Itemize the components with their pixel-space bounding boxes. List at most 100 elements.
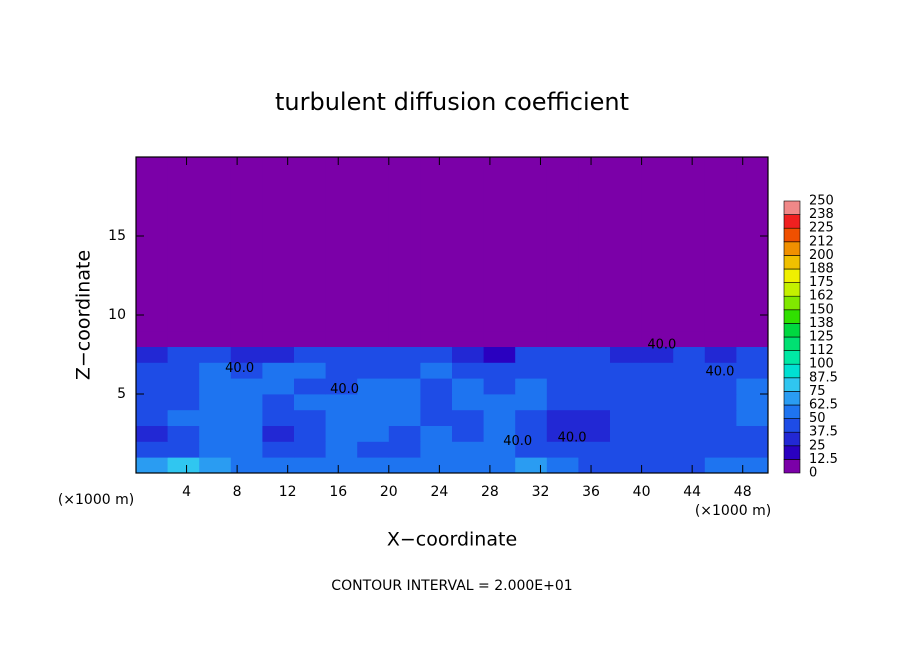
field-cell [452,157,484,332]
colorbar-label: 225 [809,221,834,236]
colorbar-swatch [783,200,801,215]
field-cell [452,378,484,395]
field-cell [452,409,484,426]
field-cell [199,157,232,332]
field-cell [704,346,737,363]
field-cell [736,346,769,363]
field-cell [199,394,232,411]
field-cell [199,425,232,442]
field-cell [515,441,548,458]
colorbar-label: 250 [809,194,834,209]
field-cell [452,457,484,474]
field-cell [610,425,642,442]
field-cell [325,425,358,442]
contour-label: 40.0 [705,364,734,379]
field-cell [483,157,516,332]
field-cell [357,425,390,442]
field-cell [578,362,611,379]
colorbar-label: 150 [809,302,834,317]
x-tick-label: 12 [279,484,297,500]
field-cell [704,157,737,332]
field-cell [673,378,706,395]
field-cell [578,394,611,411]
field-cell [641,378,674,395]
field-cell [199,362,232,379]
field-cell [546,157,579,332]
field-cell [167,394,200,411]
field-cell [578,157,611,332]
field-cell [199,346,232,363]
field-cell [388,394,421,411]
field-cell [388,425,421,442]
field-cell [578,441,611,458]
colorbar-swatch [783,309,801,324]
field-cell [230,441,263,458]
colorbar-label: 125 [809,330,834,345]
field-cell [357,330,390,347]
colorbar-label: 25 [809,438,826,453]
field-cell [262,378,295,395]
field-cell [294,330,326,347]
field-cell [546,330,579,347]
field-cell [420,378,453,395]
colorbar-swatch [783,282,801,297]
field-cell [420,425,453,442]
colorbar-label: 75 [809,384,826,399]
field-cell [515,330,548,347]
field-cell [736,362,769,379]
field-cell [388,362,421,379]
field-cell [515,362,548,379]
field-cell [704,425,737,442]
field-cell [704,409,737,426]
field-cell [673,394,706,411]
field-cell [673,425,706,442]
field-cell [578,378,611,395]
field-cell [546,441,579,458]
field-cell [704,441,737,458]
colorbar-swatch [783,431,801,447]
field-cell [578,346,611,363]
field-cell [546,425,579,442]
field-cell [136,425,168,442]
colorbar-label: 162 [809,289,834,304]
colorbar-swatch [783,350,801,365]
field-cell [483,425,516,442]
colorbar-swatch [783,459,801,474]
field-cell [641,346,674,363]
field-cell [483,457,516,474]
field-cell [673,441,706,458]
field-cell [357,441,390,458]
colorbar-label: 100 [809,357,834,372]
field-cell [294,394,326,411]
x-unit-label: (×1000 m) [58,492,134,508]
field-cell [262,157,295,332]
field-cell [294,378,326,395]
field-cell [673,157,706,332]
field-cell [704,378,737,395]
field-cell [262,362,295,379]
colorbar-swatch [783,391,801,406]
field-cell [736,409,769,426]
field-cell [546,362,579,379]
field-cell [357,457,390,474]
field-cell [610,457,642,474]
field-cell [641,425,674,442]
field-cell [515,457,548,474]
field-cell [136,362,168,379]
field-cell [136,457,168,474]
colorbar-swatch [783,214,801,229]
field-cell [641,441,674,458]
field-cell [136,346,168,363]
x-unit-label: (×1000 m) [695,503,771,519]
chart-title: turbulent diffusion coefficient [275,88,629,116]
field-cell [515,157,548,332]
field-cell [230,425,263,442]
field-cell [452,441,484,458]
field-cell [736,378,769,395]
field-cell [546,457,579,474]
x-tick-label: 16 [329,484,347,500]
field-cell [641,362,674,379]
colorbar-label: 62.5 [809,398,838,413]
field-cell [483,394,516,411]
field-cell [230,394,263,411]
